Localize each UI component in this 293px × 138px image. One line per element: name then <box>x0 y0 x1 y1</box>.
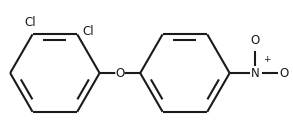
Text: O: O <box>115 67 125 80</box>
Text: N: N <box>251 67 260 80</box>
Text: O: O <box>279 67 288 80</box>
Text: O: O <box>251 34 260 47</box>
Text: +: + <box>263 55 271 64</box>
Text: Cl: Cl <box>24 16 36 29</box>
Text: Cl: Cl <box>83 25 94 38</box>
